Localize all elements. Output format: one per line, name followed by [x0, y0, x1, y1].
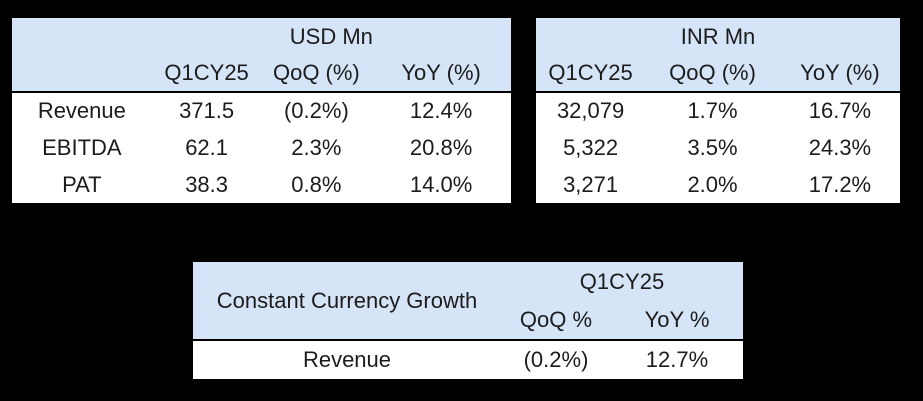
inr-pat-yoy: 17.2% — [808, 171, 872, 197]
constant-currency-title: Constant Currency Growth — [216, 287, 478, 313]
usd-row-pat: PAT 38.3 0.8% 14.0% — [12, 166, 511, 203]
usd-ebitda-yoy: 20.8% — [409, 135, 473, 161]
inr-col-qoq: QoQ (%) — [669, 60, 756, 85]
usd-ebitda-qoq: 2.3% — [291, 135, 342, 161]
inr-table: INR Mn Q1CY25 QoQ (%) YoY (%) 32,079 1.7… — [536, 18, 900, 203]
inr-revenue-qoq: 1.7% — [687, 98, 738, 124]
usd-col-metric — [12, 55, 152, 92]
usd-ebitda-label: EBITDA — [42, 135, 122, 161]
usd-row-ebitda: EBITDA 62.1 2.3% 20.8% — [12, 129, 511, 167]
usd-table-header: USD Mn Q1CY25 QoQ (%) YoY (%) — [12, 18, 511, 92]
cc-period-q1cy25: Q1CY25 — [579, 268, 665, 294]
inr-table-header: INR Mn Q1CY25 QoQ (%) YoY (%) — [536, 18, 900, 92]
usd-row-revenue: Revenue 371.5 (0.2%) 12.4% — [12, 92, 511, 130]
usd-col-yoy: YoY (%) — [401, 60, 481, 85]
usd-table-title: USD Mn — [289, 23, 373, 49]
inr-ebitda-qoq: 3.5% — [687, 135, 738, 161]
cc-revenue-label: Revenue — [302, 347, 392, 372]
inr-row-revenue: 32,079 1.7% 16.7% — [536, 92, 900, 130]
inr-ebitda-q1cy25: 5,322 — [563, 135, 619, 161]
usd-pat-q1cy25: 38.3 — [185, 171, 229, 197]
cc-revenue-yoy: 12.7% — [645, 347, 709, 372]
inr-revenue-yoy: 16.7% — [808, 98, 872, 124]
usd-table: USD Mn Q1CY25 QoQ (%) YoY (%) Revenue 37… — [12, 18, 511, 203]
constant-currency-table: Constant Currency Growth Q1CY25 QoQ % Yo… — [193, 262, 743, 379]
inr-col-yoy: YoY (%) — [800, 60, 880, 85]
usd-header-blank — [12, 18, 152, 55]
usd-col-q1cy25: Q1CY25 — [164, 60, 249, 85]
constant-currency-header: Constant Currency Growth Q1CY25 QoQ % Yo… — [193, 262, 743, 340]
inr-col-q1cy25: Q1CY25 — [548, 60, 633, 85]
cc-revenue-qoq: (0.2%) — [523, 347, 589, 372]
cc-col-yoy: YoY % — [644, 307, 710, 332]
usd-revenue-yoy: 12.4% — [409, 98, 473, 124]
cc-col-qoq: QoQ % — [519, 307, 593, 332]
usd-pat-yoy: 14.0% — [409, 171, 473, 197]
usd-revenue-label: Revenue — [37, 98, 126, 124]
cc-row-revenue: Revenue (0.2%) 12.7% — [193, 340, 743, 379]
usd-revenue-qoq: (0.2%) — [283, 98, 349, 124]
usd-pat-label: PAT — [62, 171, 102, 197]
inr-pat-q1cy25: 3,271 — [563, 171, 619, 197]
inr-pat-qoq: 2.0% — [687, 171, 738, 197]
inr-table-title: INR Mn — [680, 23, 756, 49]
usd-col-qoq: QoQ (%) — [272, 60, 360, 85]
inr-row-pat: 3,271 2.0% 17.2% — [536, 166, 900, 203]
usd-ebitda-q1cy25: 62.1 — [185, 135, 229, 161]
inr-revenue-q1cy25: 32,079 — [556, 98, 625, 124]
usd-pat-qoq: 0.8% — [291, 171, 342, 197]
usd-revenue-q1cy25: 371.5 — [179, 98, 235, 124]
inr-row-ebitda: 5,322 3.5% 24.3% — [536, 129, 900, 167]
inr-ebitda-yoy: 24.3% — [808, 135, 872, 161]
